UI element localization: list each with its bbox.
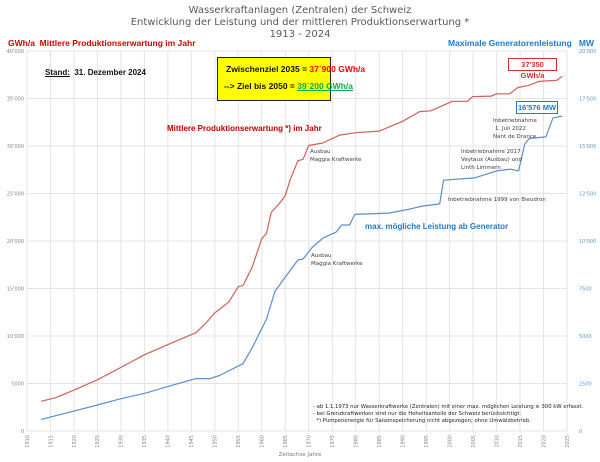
x-tick-label: 2015 <box>518 435 524 448</box>
stand-label: Stand: <box>45 68 70 77</box>
ann-line: Inbetriebnahme <box>493 118 537 124</box>
x-tick-label: 1960 <box>260 435 266 448</box>
footnote-line: *) Pumpenenergie für Saisonspeicherung n… <box>313 418 531 424</box>
right-unit: MW <box>578 38 594 48</box>
y-right-tick-label: 5000 <box>579 334 592 340</box>
goal1-value: 37`900 GWh/a <box>309 64 366 74</box>
y-right-tick-label: 20'000 <box>579 49 596 55</box>
production-end-label: 37'350 GWh/a <box>508 58 557 80</box>
y-left-tick-label: 25'000 <box>7 192 24 198</box>
y-right-tick-label: 0 <box>579 429 582 435</box>
title-line-2: Entwicklung der Leistung und der mittler… <box>130 17 470 28</box>
left-unit: GWh/a <box>8 38 35 48</box>
x-tick-label: 1985 <box>377 435 383 448</box>
annotation-veytaux: Inbetriebnahme 2017 Veytaux (Ausbau) und… <box>461 148 522 172</box>
ann-line: Veytaux (Ausbau) und <box>461 157 522 163</box>
y-left-tick-label: 20'000 <box>7 239 24 245</box>
stand-value: 31. Dezember 2024 <box>74 68 146 77</box>
x-tick-label: 1965 <box>283 435 289 448</box>
goal-line-1: Zwischenziel 2035 = 37`900 GWh/a <box>226 64 365 74</box>
x-tick-label: 1990 <box>400 435 406 448</box>
x-tick-label: 1915 <box>48 435 54 448</box>
y-right-tick-label: 10'000 <box>579 239 596 245</box>
y-left-tick-label: 5000 <box>11 382 24 388</box>
goal1-prefix: Zwischenziel 2035 = <box>226 64 310 74</box>
goal2-value: 39`200 GWh/a <box>297 81 353 91</box>
x-tick-label: 1925 <box>95 435 101 448</box>
ann-line: Maggia Kraftwerke <box>310 157 362 163</box>
grid <box>26 50 568 432</box>
y-left-tick-label: 40'000 <box>7 49 24 55</box>
title-line-1: Wasserkraftanlagen (Zentralen) der Schwe… <box>188 5 412 16</box>
stand-date: Stand: 31. Dezember 2024 <box>45 68 146 77</box>
production-line <box>40 75 563 402</box>
x-tick-label: 1995 <box>424 435 430 448</box>
x-tick-label: 1975 <box>330 435 336 448</box>
goal-box: Zwischenziel 2035 = 37`900 GWh/a --> Zie… <box>217 57 365 101</box>
power-series-label: max. mögliche Leistung ab Generator <box>365 222 509 231</box>
annotation-nant-de-drance: Inbetriebnahme 1. Juli 2022 Nant de Dran… <box>493 117 537 141</box>
x-tick-label: 1980 <box>353 435 359 448</box>
power-line <box>40 115 563 420</box>
ann-line: 1. Juli 2022 <box>495 126 526 132</box>
annotation-bieudron: Inbetriebnahme 1999 von Bieudron <box>448 197 546 203</box>
y-left-tick-label: 15'000 <box>7 287 24 293</box>
power-end-label: 16'576 MW <box>516 101 558 114</box>
ann-line: Maggia Kraftwerke <box>311 261 363 267</box>
x-tick-label: 2025 <box>565 435 571 448</box>
x-tick-label: 2000 <box>447 435 453 448</box>
y-right-tick-label: 12'500 <box>579 192 596 198</box>
production-series-label: Mittlere Produktionserwartung *) im Jahr <box>167 124 322 133</box>
x-tick-label: 1945 <box>189 435 195 448</box>
x-tick-label: 2005 <box>471 435 477 448</box>
annotation-maggia-power: Ausbau Maggia Kraftwerke <box>311 252 363 268</box>
y-right-tick-label: 7500 <box>579 287 592 293</box>
title-line-3: 1913 - 2024 <box>269 29 331 40</box>
x-axis-title: Zeitachse Jahre <box>278 452 322 458</box>
y-right-tick-label: 2500 <box>579 382 592 388</box>
y-left-tick-label: 30'000 <box>7 144 24 150</box>
tick-labels: 1910 1915 1920 1925 1930 1935 1940 1945 1950 1955… <box>7 49 597 448</box>
x-tick-label: 1935 <box>142 435 148 448</box>
x-tick-label: 1955 <box>236 435 242 448</box>
right-label: Maximale Generatorenleistung <box>448 38 572 48</box>
y-left-tick-label: 35'000 <box>7 97 24 103</box>
ann-line: Nant de Drance <box>493 134 537 140</box>
y-left-tick-label: 10'000 <box>7 334 24 340</box>
ann-line: Ausbau <box>310 149 331 155</box>
series-lines <box>40 75 563 420</box>
ann-line: Linth Limmern <box>461 165 501 171</box>
goal2-prefix: --> Ziel bis 2050 = <box>224 81 298 91</box>
footnote-line: - bei Grenzkraftwerken sind nur die Hohe… <box>313 411 522 417</box>
goal-line-2: --> Ziel bis 2050 = 39`200 GWh/a <box>224 81 353 91</box>
x-tick-label: 2020 <box>541 435 547 448</box>
x-tick-label: 1950 <box>213 435 219 448</box>
x-tick-label: 1970 <box>307 435 313 448</box>
left-axis-header: GWh/a Mittlere Produktionserwartung im J… <box>8 38 196 48</box>
y-right-tick-label: 17'500 <box>579 97 596 103</box>
left-label: Mittlere Produktionserwartung im Jahr <box>39 38 196 48</box>
x-tick-label: 1910 <box>25 435 31 448</box>
ann-line: Inbetriebnahme 2017 <box>461 149 521 155</box>
x-tick-label: 2010 <box>494 435 500 448</box>
x-tick-label: 1940 <box>166 435 172 448</box>
x-tick-label: 1930 <box>119 435 125 448</box>
footnote: - ab 1.1.1973 nur Wasserkraftwerke (Zent… <box>313 404 583 425</box>
annotation-maggia-production: Ausbau Maggia Kraftwerke <box>310 148 362 164</box>
ann-line: Ausbau <box>311 253 332 259</box>
y-right-tick-label: 15'000 <box>579 144 596 150</box>
right-axis-header: Maximale Generatorenleistung MW <box>448 38 594 48</box>
y-left-tick-label: 0 <box>21 429 24 435</box>
x-tick-label: 1920 <box>72 435 78 448</box>
footnote-line: - ab 1.1.1973 nur Wasserkraftwerke (Zent… <box>313 404 584 410</box>
